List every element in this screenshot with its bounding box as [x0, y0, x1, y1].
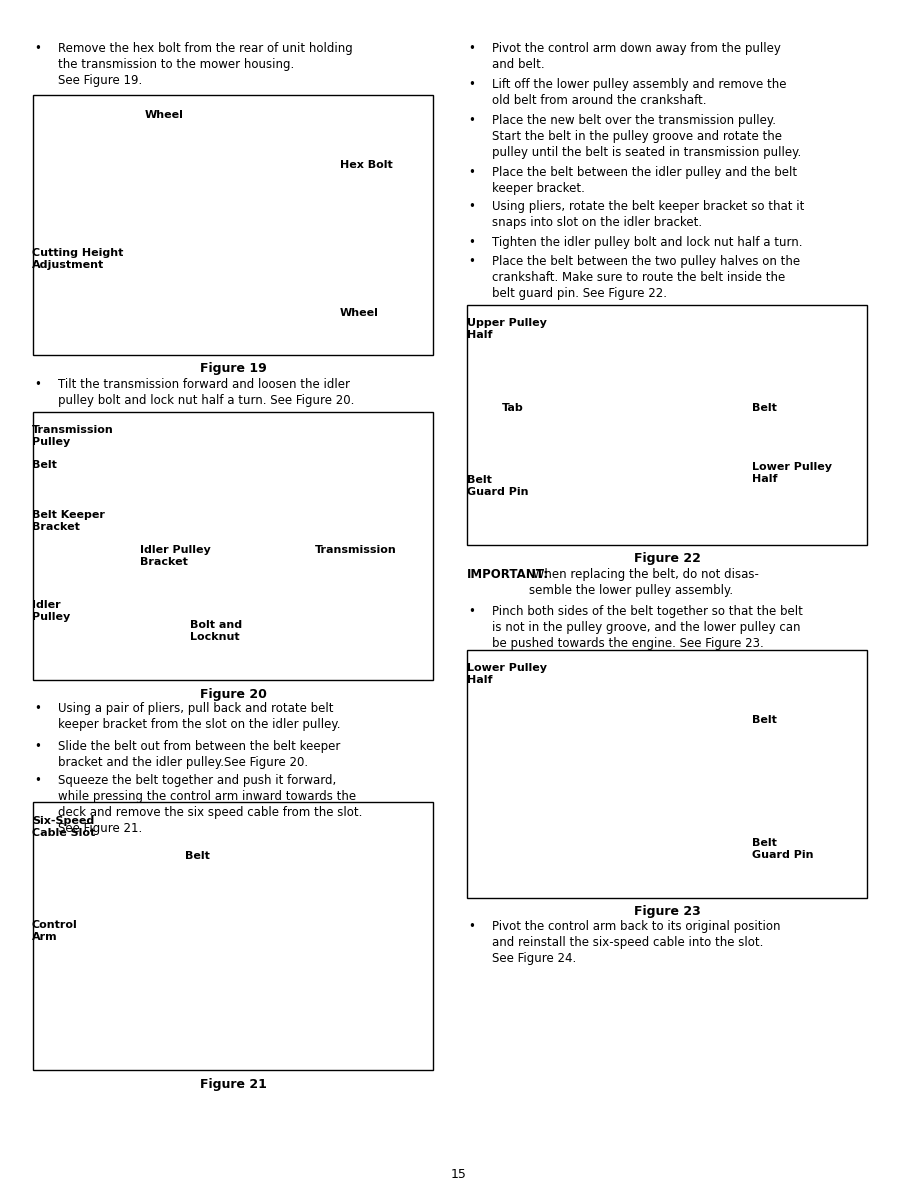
Text: Belt
Guard Pin: Belt Guard Pin	[467, 475, 529, 498]
Text: Belt: Belt	[32, 460, 57, 470]
Text: •: •	[468, 236, 476, 249]
Text: Wheel: Wheel	[340, 308, 379, 318]
Text: Control
Arm: Control Arm	[32, 920, 78, 942]
Text: •: •	[35, 42, 41, 55]
Text: Bolt and
Locknut: Bolt and Locknut	[190, 620, 242, 643]
Text: Remove the hex bolt from the rear of unit holding
the transmission to the mower : Remove the hex bolt from the rear of uni…	[58, 42, 353, 87]
Text: Pivot the control arm back to its original position
and reinstall the six-speed : Pivot the control arm back to its origin…	[492, 920, 780, 965]
Text: •: •	[468, 166, 476, 179]
Text: 15: 15	[451, 1168, 467, 1181]
Text: •: •	[468, 200, 476, 213]
Text: Lower Pulley
Half: Lower Pulley Half	[467, 663, 547, 685]
Text: •: •	[468, 78, 476, 91]
Bar	[33, 802, 433, 1070]
Text: •: •	[468, 114, 476, 127]
Bar	[467, 650, 867, 898]
Text: •: •	[35, 378, 41, 391]
Text: Hex Bolt: Hex Bolt	[340, 160, 393, 170]
Text: Figure 20: Figure 20	[199, 688, 266, 701]
Text: Slide the belt out from between the belt keeper
bracket and the idler pulley.See: Slide the belt out from between the belt…	[58, 740, 341, 769]
Text: Tilt the transmission forward and loosen the idler
pulley bolt and lock nut half: Tilt the transmission forward and loosen…	[58, 378, 354, 407]
Text: Belt: Belt	[752, 715, 777, 725]
Text: Tighten the idler pulley bolt and lock nut half a turn.: Tighten the idler pulley bolt and lock n…	[492, 236, 802, 249]
Text: Six-Speed
Cable Slot: Six-Speed Cable Slot	[32, 816, 95, 839]
Text: •: •	[35, 740, 41, 753]
Text: •: •	[35, 702, 41, 715]
Text: Belt: Belt	[752, 403, 777, 413]
Text: Figure 21: Figure 21	[199, 1078, 266, 1091]
Text: Place the new belt over the transmission pulley.
Start the belt in the pulley gr: Place the new belt over the transmission…	[492, 114, 801, 159]
Text: Using a pair of pliers, pull back and rotate belt
keeper bracket from the slot o: Using a pair of pliers, pull back and ro…	[58, 702, 341, 731]
Text: Transmission
Pulley: Transmission Pulley	[32, 425, 114, 448]
Bar	[33, 95, 433, 355]
Text: Wheel: Wheel	[145, 110, 184, 120]
Text: Place the belt between the two pulley halves on the
crankshaft. Make sure to rou: Place the belt between the two pulley ha…	[492, 255, 800, 301]
Text: Belt: Belt	[185, 851, 210, 861]
Bar	[467, 305, 867, 545]
Text: •: •	[35, 775, 41, 786]
Text: Idler
Pulley: Idler Pulley	[32, 600, 71, 623]
Text: Figure 22: Figure 22	[633, 552, 700, 565]
Text: Place the belt between the idler pulley and the belt
keeper bracket.: Place the belt between the idler pulley …	[492, 166, 797, 195]
Text: Cutting Height
Adjustment: Cutting Height Adjustment	[32, 248, 123, 271]
Text: Belt
Guard Pin: Belt Guard Pin	[752, 838, 813, 860]
Text: When replacing the belt, do not disas-
semble the lower pulley assembly.: When replacing the belt, do not disas- s…	[529, 568, 759, 598]
Text: Lower Pulley
Half: Lower Pulley Half	[752, 462, 832, 485]
Text: Belt Keeper
Bracket: Belt Keeper Bracket	[32, 510, 105, 532]
Text: IMPORTANT:: IMPORTANT:	[467, 568, 549, 581]
Text: •: •	[468, 255, 476, 268]
Text: •: •	[468, 920, 476, 933]
Text: •: •	[468, 605, 476, 618]
Text: Idler Pulley
Bracket: Idler Pulley Bracket	[140, 545, 211, 568]
Text: Tab: Tab	[502, 403, 524, 413]
Text: Squeeze the belt together and push it forward,
while pressing the control arm in: Squeeze the belt together and push it fo…	[58, 775, 363, 835]
Text: Upper Pulley
Half: Upper Pulley Half	[467, 318, 547, 341]
Text: Pinch both sides of the belt together so that the belt
is not in the pulley groo: Pinch both sides of the belt together so…	[492, 605, 803, 650]
Text: Lift off the lower pulley assembly and remove the
old belt from around the crank: Lift off the lower pulley assembly and r…	[492, 78, 787, 107]
Text: Using pliers, rotate the belt keeper bracket so that it
snaps into slot on the i: Using pliers, rotate the belt keeper bra…	[492, 200, 804, 229]
Text: Transmission: Transmission	[315, 545, 397, 555]
Text: •: •	[468, 42, 476, 55]
Bar	[33, 412, 433, 680]
Text: Figure 19: Figure 19	[199, 362, 266, 375]
Text: Figure 23: Figure 23	[633, 905, 700, 918]
Text: Pivot the control arm down away from the pulley
and belt.: Pivot the control arm down away from the…	[492, 42, 781, 71]
